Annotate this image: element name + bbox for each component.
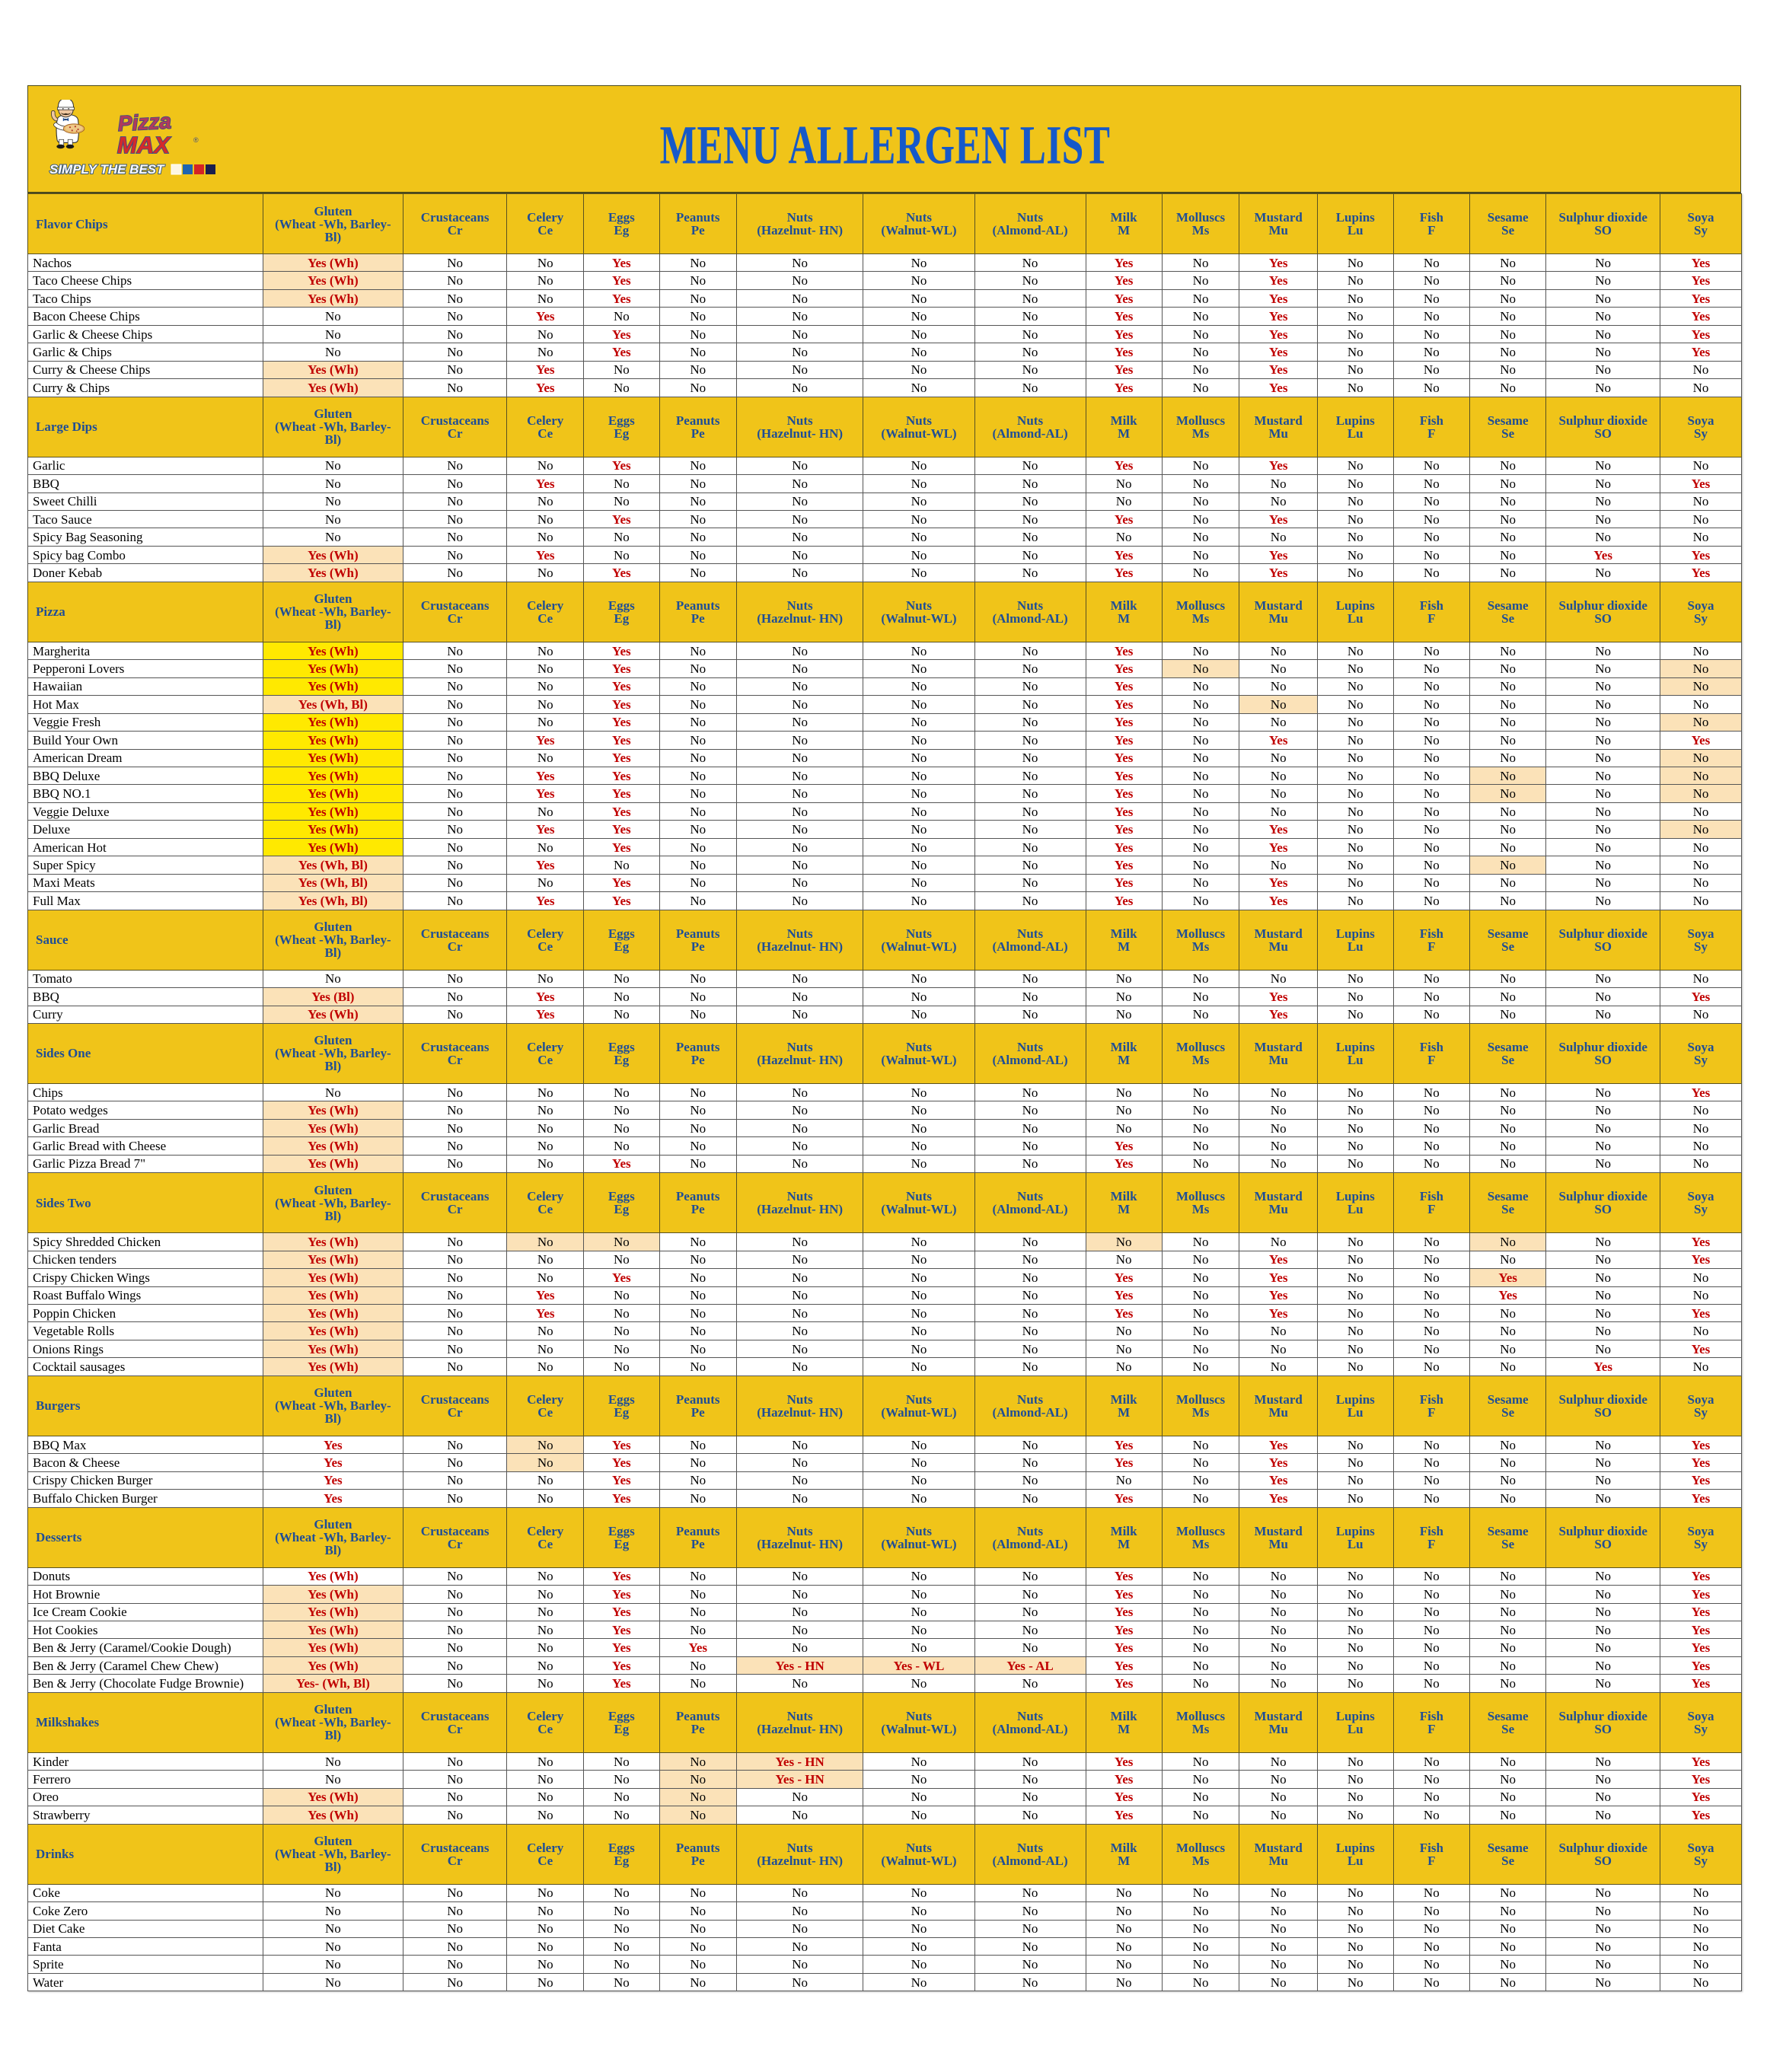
svg-text:MAX: MAX [117, 132, 171, 158]
svg-text:SIMPLY THE BEST: SIMPLY THE BEST [49, 162, 165, 177]
